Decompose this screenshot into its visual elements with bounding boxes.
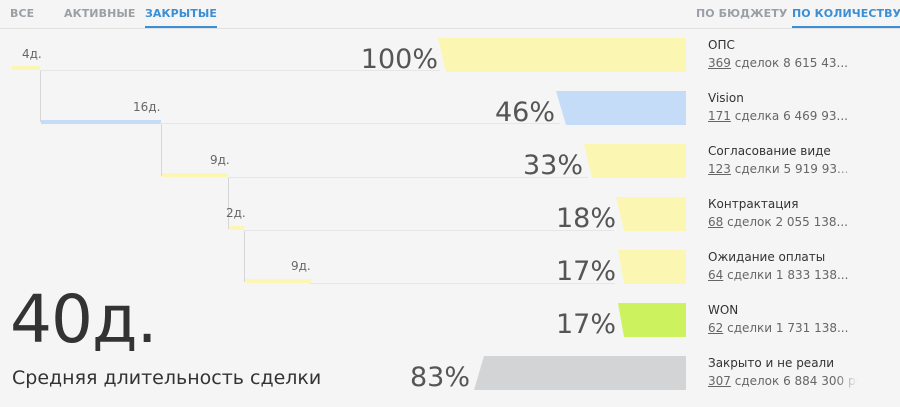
row-divider — [228, 177, 588, 178]
timeline-connector — [228, 177, 229, 229]
tab-active[interactable]: АКТИВНЫЕ — [64, 7, 136, 20]
stage-percent: 33% — [522, 150, 583, 181]
row-divider — [40, 70, 440, 71]
funnel-segment[interactable] — [584, 144, 686, 178]
stage-name: ОПС — [708, 38, 735, 52]
stage-amount: сделок 8 615 43... — [730, 56, 848, 70]
stage-stats: 62 сделки 1 731 138... — [708, 321, 858, 336]
stage-percent: 83% — [409, 362, 470, 393]
deal-count-link[interactable]: 68 — [708, 215, 724, 229]
tab-by-count[interactable]: ПО КОЛИЧЕСТВУ — [792, 7, 900, 28]
funnel-segment[interactable] — [438, 38, 686, 72]
stage-amount: сделки 5 919 93... — [730, 162, 849, 176]
stage-amount: сделка 6 469 93... — [730, 109, 848, 123]
text-fade — [836, 356, 858, 389]
stage-name: Vision — [708, 91, 744, 105]
stage-info[interactable]: Ожидание оплаты 64 сделки 1 833 138... — [708, 250, 858, 283]
deal-count-link[interactable]: 369 — [708, 56, 731, 70]
stage-name: Закрыто и не реали — [708, 356, 835, 370]
funnel-segment[interactable] — [618, 303, 686, 337]
stage-amount: сделок 2 055 138... — [723, 215, 848, 229]
stage-duration-bar — [245, 279, 311, 283]
tab-by-budget[interactable]: ПО БЮДЖЕТУ — [696, 7, 788, 20]
average-duration-value: 40д. — [10, 281, 158, 358]
stage-amount: сделки 1 731 138... — [723, 321, 849, 335]
stage-percent: 100% — [360, 44, 438, 75]
deal-count-link[interactable]: 64 — [708, 268, 724, 282]
stage-info[interactable]: ОПС 369 сделок 8 615 43... — [708, 38, 858, 71]
tab-closed[interactable]: ЗАКРЫТЫЕ — [145, 7, 217, 28]
row-divider — [244, 230, 614, 231]
timeline-connector — [244, 230, 245, 282]
stage-name: Ожидание оплаты — [708, 250, 826, 264]
funnel-segment[interactable] — [474, 356, 686, 390]
stage-duration-bar — [12, 66, 40, 70]
stage-stats: 64 сделки 1 833 138... — [708, 268, 858, 283]
stage-info[interactable]: Закрыто и не реали 307 сделок 6 884 300 … — [708, 356, 858, 389]
stage-percent: 17% — [555, 309, 616, 340]
stage-percent: 18% — [555, 203, 616, 234]
stage-stats: 123 сделки 5 919 93... — [708, 162, 858, 177]
deal-count-link[interactable]: 123 — [708, 162, 731, 176]
stage-name: Контрактация — [708, 197, 799, 211]
text-fade — [836, 144, 858, 177]
stage-duration-bar — [162, 173, 228, 177]
tab-all[interactable]: ВСЕ — [10, 7, 35, 20]
stage-duration-label: 16д. — [133, 100, 161, 114]
stage-info[interactable]: Vision 171 сделка 6 469 93... — [708, 91, 858, 124]
stage-stats: 369 сделок 8 615 43... — [708, 56, 858, 71]
stage-stats: 171 сделка 6 469 93... — [708, 109, 858, 124]
funnel-segment[interactable] — [556, 91, 686, 125]
stage-percent: 17% — [555, 256, 616, 287]
stage-duration-label: 9д. — [291, 259, 311, 273]
stage-duration-bar — [229, 226, 244, 230]
stage-duration-label: 9д. — [210, 153, 230, 167]
pipeline-funnel: 4д. 16д. 9д. 2д. 9д. 100% 46% 33% 18% 17… — [12, 38, 686, 393]
stage-percent: 46% — [494, 97, 555, 128]
stage-info[interactable]: Контрактация 68 сделок 2 055 138... — [708, 197, 858, 230]
funnel-shapes — [438, 38, 686, 390]
stage-name: WON — [708, 303, 739, 317]
tab-bar: ВСЕ АКТИВНЫЕ ЗАКРЫТЫЕ ПО БЮДЖЕТУ ПО КОЛИ… — [0, 0, 900, 29]
deal-count-link[interactable]: 62 — [708, 321, 724, 335]
row-divider — [160, 123, 560, 124]
funnel-segment[interactable] — [618, 250, 686, 284]
row-divider — [310, 283, 615, 284]
timeline-connector — [40, 70, 41, 122]
stage-duration-bar — [41, 120, 161, 124]
stage-amount: сделок 6 884 300 руб — [730, 374, 858, 388]
stage-name: Согласование виде — [708, 144, 831, 158]
stage-info[interactable]: WON 62 сделки 1 731 138... — [708, 303, 858, 336]
deal-count-link[interactable]: 171 — [708, 109, 731, 123]
stage-amount: сделки 1 833 138... — [723, 268, 849, 282]
deal-count-link[interactable]: 307 — [708, 374, 731, 388]
stage-stats: 68 сделок 2 055 138... — [708, 215, 858, 230]
average-duration-caption: Средняя длительность сделки — [12, 367, 322, 389]
stage-info[interactable]: Согласование виде 123 сделки 5 919 93... — [708, 144, 858, 177]
timeline-connector — [161, 124, 162, 176]
stage-stats: 307 сделок 6 884 300 руб — [708, 374, 858, 389]
funnel-segment[interactable] — [616, 197, 686, 231]
stage-duration-label: 2д. — [226, 206, 246, 220]
stage-duration-label: 4д. — [22, 47, 42, 61]
